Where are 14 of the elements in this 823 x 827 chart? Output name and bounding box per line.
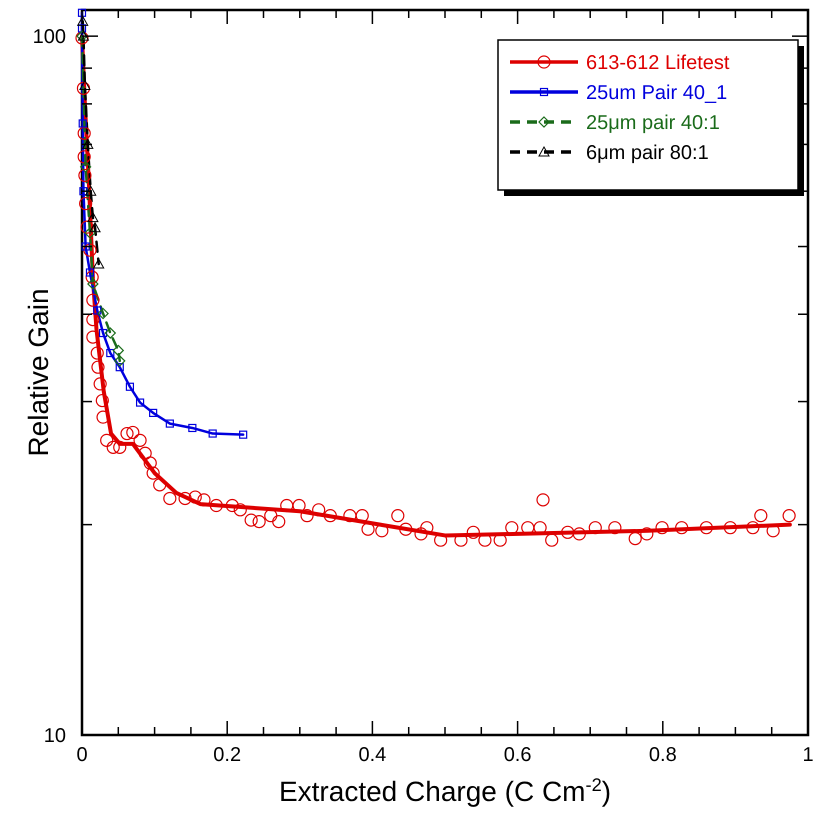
x-tick-label: 1 bbox=[802, 744, 814, 766]
x-tick-label: 0 bbox=[76, 744, 88, 766]
legend-label: 25μm pair 40:1 bbox=[586, 112, 720, 134]
y-tick-label: 10 bbox=[44, 725, 66, 747]
y-axis-title: Relative Gain bbox=[23, 288, 54, 457]
legend-label: 6μm pair 80:1 bbox=[586, 142, 709, 164]
x-tick-label: 0.2 bbox=[213, 744, 242, 766]
x-tick-label: 0.6 bbox=[504, 744, 532, 766]
x-tick-label: 0.8 bbox=[648, 744, 677, 766]
legend-label: 25um Pair 40_1 bbox=[586, 82, 728, 104]
y-tick-label: 100 bbox=[32, 26, 66, 48]
x-tick-label: 0.4 bbox=[358, 744, 386, 766]
legend-label: 613-612 Lifetest bbox=[586, 52, 730, 74]
x-axis-title: Extracted Charge (C Cm$^{-2}$) bbox=[278, 775, 612, 807]
